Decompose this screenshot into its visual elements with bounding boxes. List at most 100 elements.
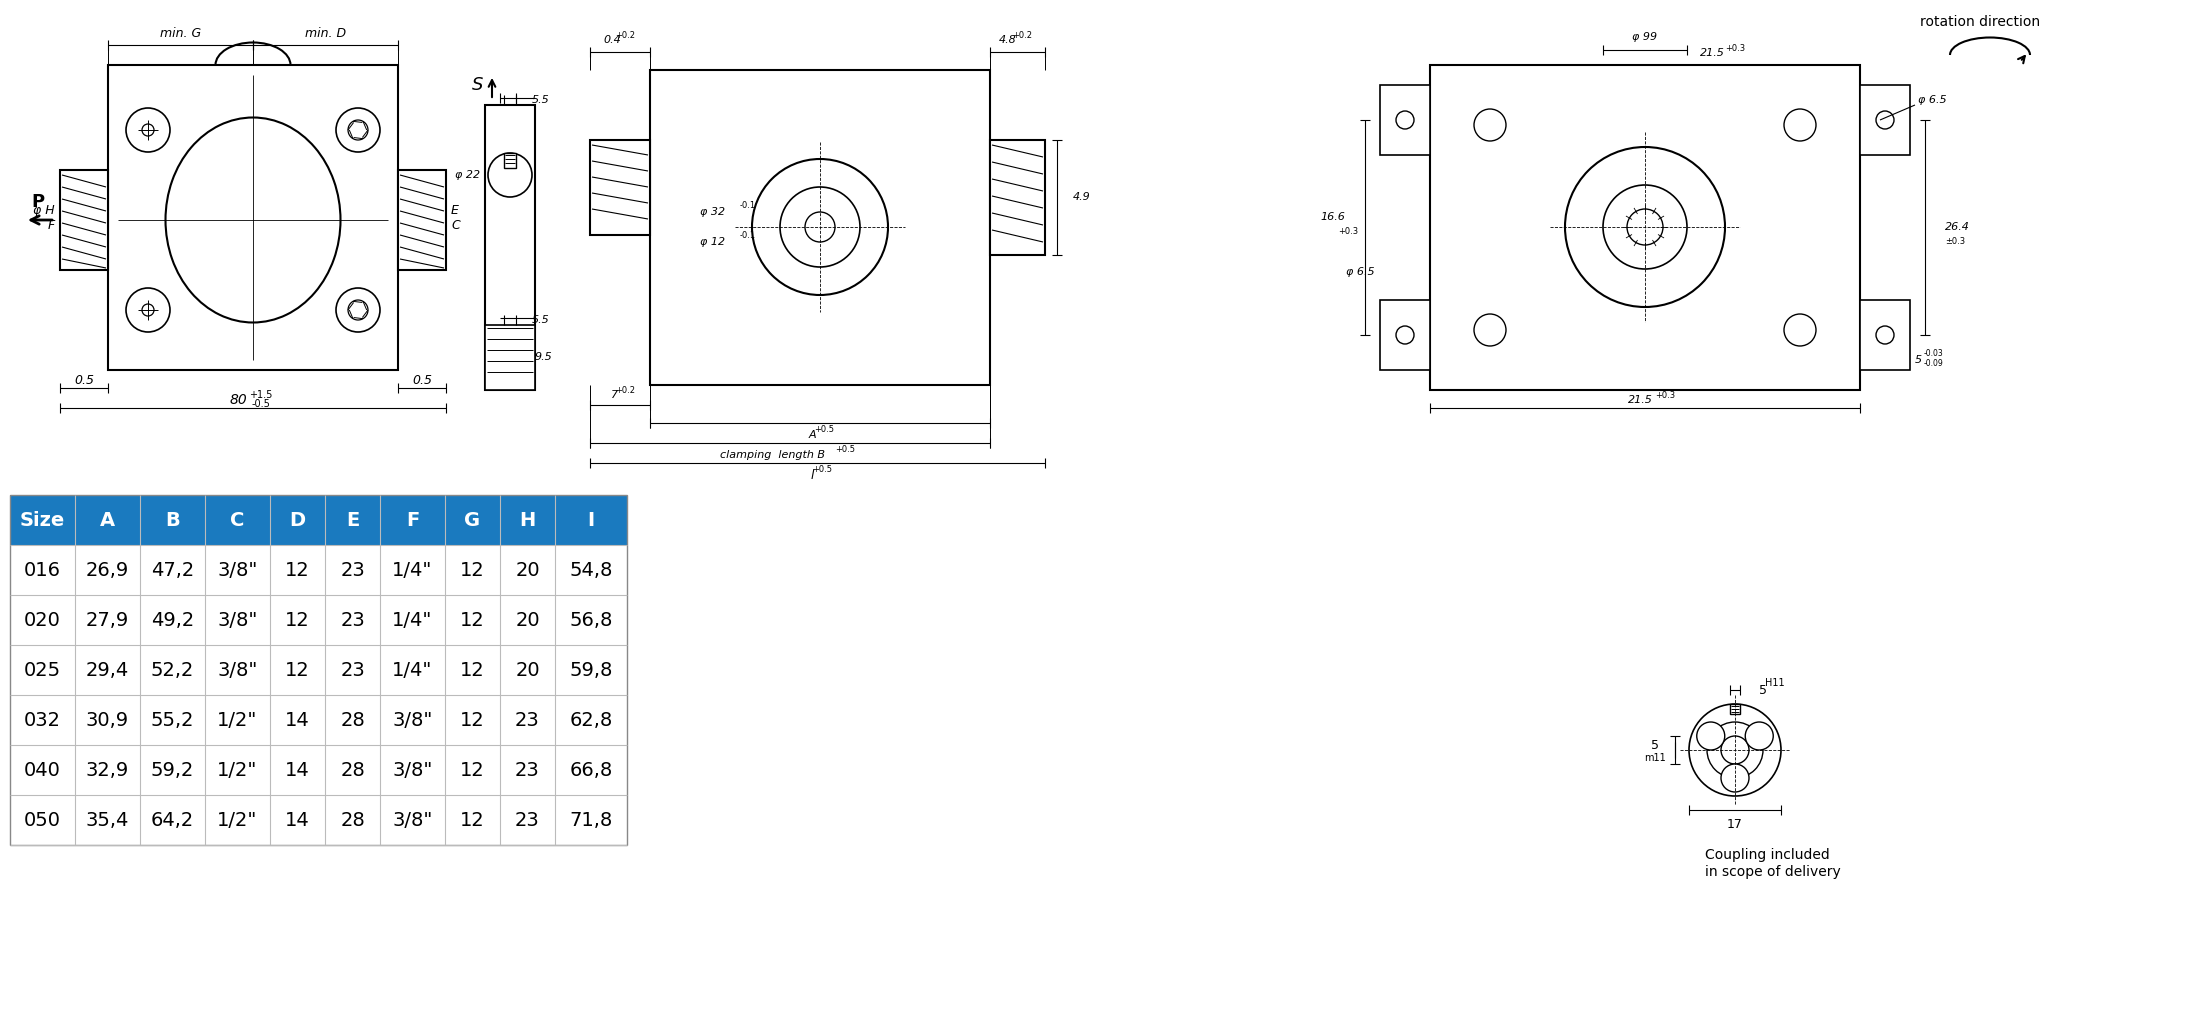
- Text: 0.4: 0.4: [603, 35, 621, 45]
- Text: rotation direction: rotation direction: [1919, 15, 2040, 29]
- Text: 35,4: 35,4: [85, 810, 129, 830]
- Text: 032: 032: [24, 710, 61, 730]
- Circle shape: [1626, 210, 1664, 245]
- Text: +0.2: +0.2: [1012, 31, 1032, 40]
- Text: 14: 14: [284, 810, 310, 830]
- Bar: [380, 545, 446, 595]
- Text: φ 32: φ 32: [700, 207, 726, 217]
- Bar: [1860, 300, 1911, 370]
- Text: 54,8: 54,8: [568, 560, 612, 579]
- Text: C: C: [230, 511, 245, 529]
- Bar: [326, 645, 380, 695]
- Circle shape: [127, 108, 171, 152]
- Circle shape: [1473, 314, 1506, 346]
- Bar: [1430, 65, 1860, 390]
- Circle shape: [1784, 314, 1817, 346]
- Bar: [501, 645, 555, 695]
- Bar: [326, 795, 380, 845]
- Bar: [11, 495, 627, 845]
- Circle shape: [1565, 147, 1725, 307]
- Bar: [380, 695, 446, 745]
- Text: 3/8": 3/8": [216, 610, 258, 630]
- Text: 29,4: 29,4: [85, 660, 129, 680]
- Bar: [140, 695, 205, 745]
- Text: I: I: [588, 511, 595, 529]
- Text: 1/4": 1/4": [391, 560, 433, 579]
- Bar: [271, 695, 326, 745]
- Bar: [140, 645, 205, 695]
- Bar: [446, 545, 501, 595]
- Text: 28: 28: [341, 810, 365, 830]
- Text: -0.03: -0.03: [1924, 349, 1943, 358]
- Bar: [501, 695, 555, 745]
- Text: 16.6: 16.6: [1320, 212, 1344, 222]
- Text: 71,8: 71,8: [568, 810, 612, 830]
- Text: 17: 17: [1727, 818, 1742, 831]
- Circle shape: [1784, 109, 1817, 141]
- Bar: [555, 645, 627, 695]
- Bar: [501, 545, 555, 595]
- Bar: [11, 645, 74, 695]
- Text: 28: 28: [341, 760, 365, 780]
- Text: P: P: [31, 193, 44, 211]
- Circle shape: [142, 304, 153, 316]
- Text: 040: 040: [24, 760, 61, 780]
- Text: +0.3: +0.3: [1338, 227, 1358, 235]
- Bar: [140, 795, 205, 845]
- Text: 14: 14: [284, 760, 310, 780]
- Text: C: C: [450, 219, 459, 232]
- Circle shape: [804, 212, 835, 242]
- Text: A: A: [809, 430, 815, 440]
- Text: 12: 12: [459, 660, 485, 680]
- Text: 12: 12: [459, 710, 485, 730]
- Circle shape: [348, 120, 367, 140]
- Bar: [380, 745, 446, 795]
- Text: 3/8": 3/8": [391, 760, 433, 780]
- Bar: [555, 545, 627, 595]
- Text: 23: 23: [341, 560, 365, 579]
- Text: 28: 28: [341, 710, 365, 730]
- Bar: [326, 595, 380, 645]
- Text: φ 6.5: φ 6.5: [1917, 95, 1946, 105]
- Circle shape: [1720, 764, 1749, 792]
- Circle shape: [1473, 109, 1506, 141]
- Bar: [555, 595, 627, 645]
- Circle shape: [337, 108, 380, 152]
- Text: 20: 20: [516, 610, 540, 630]
- Text: φ 22: φ 22: [455, 170, 481, 180]
- Text: 12: 12: [459, 810, 485, 830]
- Text: 32,9: 32,9: [85, 760, 129, 780]
- Text: min. D: min. D: [304, 27, 345, 40]
- Text: +0.2: +0.2: [614, 31, 634, 40]
- Text: m11: m11: [1644, 753, 1666, 763]
- Bar: [74, 795, 140, 845]
- Text: clamping  length B: clamping length B: [719, 450, 824, 460]
- Text: 1/4": 1/4": [391, 610, 433, 630]
- Text: 56,8: 56,8: [568, 610, 612, 630]
- Text: 5: 5: [1915, 355, 1921, 365]
- Text: 016: 016: [24, 560, 61, 579]
- Bar: [140, 595, 205, 645]
- Bar: [501, 745, 555, 795]
- Bar: [205, 745, 271, 795]
- Text: A: A: [101, 511, 116, 529]
- Text: +0.2: +0.2: [614, 385, 634, 394]
- Text: +0.5: +0.5: [835, 445, 855, 454]
- Text: E: E: [345, 511, 359, 529]
- Text: 20: 20: [516, 560, 540, 579]
- Bar: [326, 545, 380, 595]
- Bar: [380, 595, 446, 645]
- Bar: [271, 745, 326, 795]
- Text: φ 99: φ 99: [1633, 32, 1657, 42]
- Circle shape: [1707, 722, 1762, 778]
- Text: 59,2: 59,2: [151, 760, 195, 780]
- Bar: [326, 695, 380, 745]
- Text: 23: 23: [516, 710, 540, 730]
- Bar: [140, 545, 205, 595]
- Bar: [1860, 85, 1911, 155]
- Text: 21.5: 21.5: [1629, 394, 1653, 405]
- Text: 5: 5: [1760, 684, 1766, 697]
- Text: 23: 23: [341, 660, 365, 680]
- Text: +0.5: +0.5: [813, 465, 833, 473]
- Circle shape: [1602, 185, 1688, 269]
